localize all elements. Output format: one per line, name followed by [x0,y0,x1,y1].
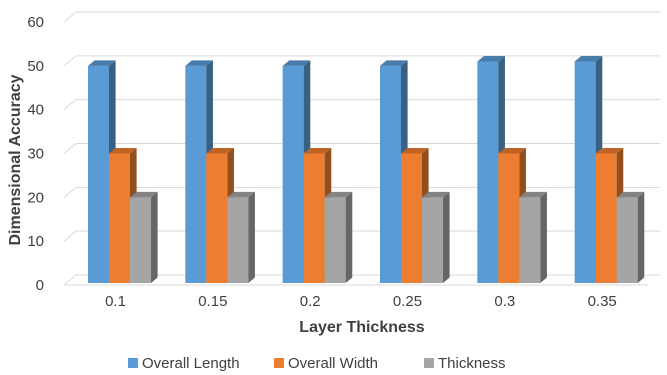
bar-front [324,197,346,283]
bar-top [422,191,450,198]
bar-front [380,65,401,283]
gridline [63,230,660,242]
x-tick-label: 0.35 [588,293,617,310]
bar-top [616,191,645,198]
bar-top [109,148,137,154]
bar-front [185,65,207,283]
gridline [63,274,660,286]
gridline [63,99,660,111]
bar-side [540,191,547,283]
bar-top [206,148,234,154]
legend: Overall Length Overall Width Thickness [128,355,506,372]
y-tick-label: 0 [36,277,44,294]
bar-top [303,148,332,154]
bar-top [130,191,158,198]
legend-swatch [274,358,284,368]
bar-side [637,191,645,283]
x-tick-label: 0.3 [494,293,515,310]
bar-top [380,60,408,66]
bar-front [422,197,443,283]
y-tick-label: 10 [27,233,44,250]
bar-front [130,197,151,283]
bar-top [401,148,429,154]
legend-label: Overall Width [288,355,378,372]
bar-side [151,191,158,283]
bar-front [401,153,422,283]
bar-top [282,60,311,66]
x-tick-label: 0.1 [105,293,126,310]
y-axis-ticks: 0 10 20 30 40 50 60 [27,14,44,294]
bar-top [88,60,116,66]
bar-top [519,191,547,198]
legend-swatch [128,358,138,368]
bar-thickness [324,191,353,283]
y-tick-label: 30 [27,146,44,163]
legend-item: Overall Width [274,355,378,372]
legend-item: Overall Length [128,355,240,372]
bar-side [248,191,255,283]
y-tick-label: 50 [27,58,44,75]
bar-front [303,153,325,283]
y-tick-label: 60 [27,14,44,31]
x-axis-title: Layer Thickness [299,319,425,336]
bar-front [519,197,541,283]
gridline [63,186,660,198]
legend-label: Overall Length [142,355,240,372]
legend-swatch [424,358,434,368]
bar-front [282,65,304,283]
gridline [63,11,660,23]
x-tick-label: 0.2 [300,293,321,310]
bar-top [498,148,526,154]
gridlines [63,11,660,286]
legend-label: Thickness [438,355,506,372]
bar-front [574,61,596,284]
x-axis-ticks: 0.1 0.15 0.2 0.25 0.3 0.35 [105,293,617,310]
gridline [63,55,660,67]
gridline [63,143,660,154]
bar-front [88,65,109,283]
bar-top [185,60,213,66]
x-tick-label: 0.15 [198,293,227,310]
bar-front [616,197,638,283]
bar-front [206,153,228,283]
bars [88,55,645,284]
bar-front [109,153,130,283]
bar-side [345,191,353,283]
bar-top [477,55,505,62]
bar-top [227,191,255,198]
bar-front [498,153,520,283]
bar-top [595,148,624,154]
bar-top [324,191,353,198]
bar-front [227,197,249,283]
bar-front [595,153,617,283]
bar-thickness [519,191,547,283]
bar-thickness [130,191,158,283]
y-axis-title: Dimensional Accuracy [7,74,24,245]
bar-side [443,191,450,283]
bar-thickness [227,191,255,283]
bar-thickness [616,191,645,283]
y-tick-label: 40 [27,102,44,119]
bar-thickness [422,191,450,283]
x-tick-label: 0.25 [393,293,422,310]
y-tick-label: 20 [27,189,44,206]
bar-front [477,61,499,284]
legend-item: Thickness [424,355,506,372]
bar-top [574,55,603,62]
